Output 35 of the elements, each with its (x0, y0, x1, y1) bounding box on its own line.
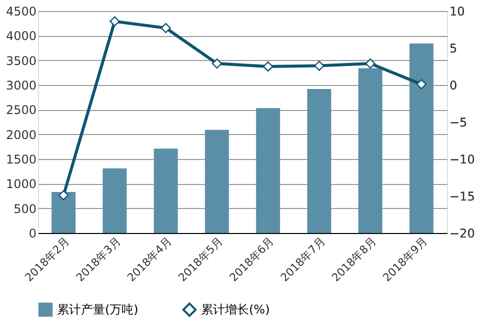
point (58, 190, 69, 200)
y-tick-label: 1500 (6, 152, 36, 166)
bar (52, 192, 76, 233)
bar (154, 148, 178, 233)
bar (102, 168, 127, 233)
y-tick-label: 1000 (6, 177, 36, 192)
y2-tick-label: 10 (450, 4, 465, 18)
y-tick-label: 0 (28, 226, 36, 240)
y-tick-label: 500 (14, 202, 36, 216)
y-tick-label: 3000 (6, 78, 36, 92)
legend-label: 累计产量(万吨) (57, 302, 138, 317)
y2-tick-label: 5 (450, 42, 458, 56)
y2-tick-label: −15 (450, 190, 475, 204)
point (314, 60, 324, 71)
y-tick-label: 4500 (6, 4, 36, 18)
point (212, 58, 222, 69)
y-tick-label: 3500 (6, 54, 36, 68)
y2-tick-label: −20 (450, 226, 475, 240)
point (160, 22, 171, 34)
y-tick-label: 2500 (6, 103, 36, 118)
y2-tick-label: −5 (450, 116, 468, 130)
point (110, 16, 120, 26)
y2-tick-label: 0 (450, 78, 458, 92)
y-tick-label: 4000 (6, 29, 36, 44)
bar (358, 68, 382, 233)
bar (256, 108, 280, 233)
bar (307, 88, 332, 233)
point (365, 58, 376, 69)
y-tick-label: 2000 (6, 128, 36, 142)
bar (409, 44, 434, 233)
bar (204, 130, 229, 233)
point (262, 61, 274, 72)
point (416, 79, 427, 90)
legend-label: 累计增长(%) (201, 302, 270, 317)
y2-tick-label: −10 (450, 152, 475, 166)
